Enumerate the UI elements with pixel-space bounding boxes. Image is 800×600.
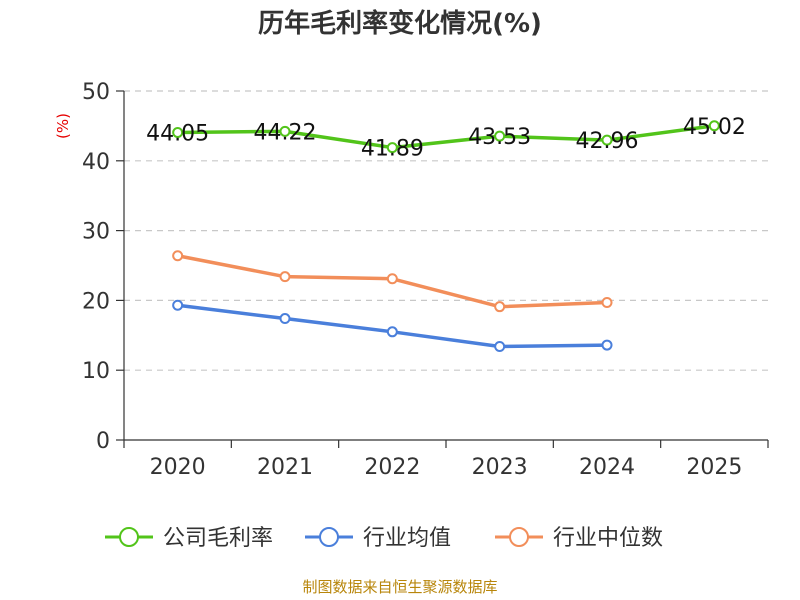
data-point [494, 130, 506, 142]
y-tick-label: 0 [96, 429, 110, 454]
y-tick-label: 40 [82, 150, 110, 175]
legend-label: 公司毛利率 [163, 526, 273, 551]
legend-marker [119, 527, 139, 547]
legend-label: 行业均值 [363, 526, 451, 551]
data-point [386, 326, 398, 338]
legend: 公司毛利率 行业均值 行业中位数 [105, 526, 663, 551]
data-point [172, 299, 184, 311]
x-tick-label: 2025 [686, 455, 742, 480]
y-tick-label: 10 [82, 359, 110, 384]
data-point [172, 127, 184, 139]
legend-item: 行业中位数 [495, 526, 663, 551]
x-tick-label: 2023 [472, 455, 528, 480]
data-point [386, 273, 398, 285]
axes: 0 10 20 30 40 50 2020 2021 2022 2023 2024 2025 [82, 80, 769, 480]
data-labels: 44.05 44.22 41.89 43.53 42.96 45.02 [146, 115, 746, 162]
grid [124, 90, 768, 371]
legend-marker [319, 527, 339, 547]
legend-item: 行业均值 [305, 526, 451, 551]
source-note: 制图数据来自恒生聚源数据库 [302, 578, 497, 596]
data-point [386, 142, 398, 154]
x-tick-label: 2020 [150, 455, 206, 480]
data-label: 45.02 [683, 115, 746, 140]
data-point [708, 120, 720, 132]
legend-marker [509, 527, 529, 547]
data-label: 44.22 [254, 120, 317, 145]
data-label: 44.05 [146, 122, 209, 147]
x-tick-label: 2022 [364, 455, 420, 480]
data-label: 42.96 [576, 129, 639, 154]
series-line [177, 124, 715, 150]
data-point [279, 271, 291, 283]
x-tick-label: 2024 [579, 455, 635, 480]
data-point [279, 313, 291, 325]
legend-item: 公司毛利率 [105, 526, 273, 551]
y-tick-label: 20 [82, 289, 110, 314]
chart-title: 历年毛利率变化情况(%) [258, 8, 542, 39]
data-point [601, 134, 613, 146]
y-tick-label: 50 [82, 80, 110, 105]
legend-label: 行业中位数 [553, 526, 663, 551]
y-axis-label: (%) [54, 113, 72, 139]
data-point [494, 340, 506, 352]
series-lines [172, 120, 720, 352]
data-point [279, 125, 291, 137]
y-tick-label: 30 [82, 220, 110, 245]
data-point [494, 301, 506, 313]
x-tick-label: 2021 [257, 455, 313, 480]
data-point [601, 296, 613, 308]
data-point [601, 339, 613, 351]
data-label: 43.53 [468, 125, 531, 150]
data-point [172, 250, 184, 262]
series-line [177, 303, 608, 349]
data-label: 41.89 [361, 137, 424, 162]
